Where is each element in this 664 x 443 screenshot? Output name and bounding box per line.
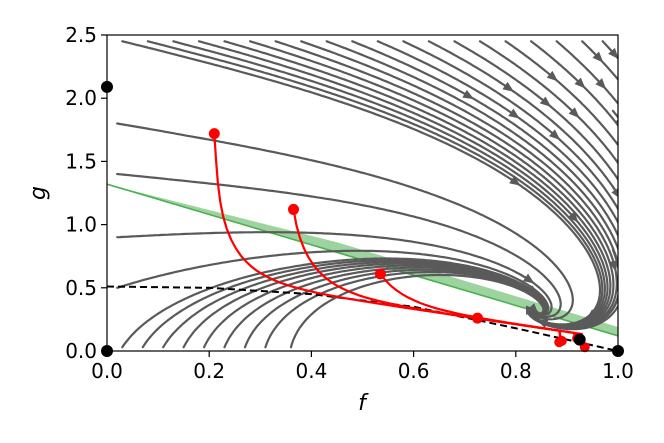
nullcline-dashed — [107, 285, 618, 351]
trajectory-start-point — [471, 312, 483, 324]
streamline-arrow — [509, 175, 521, 186]
streamline — [555, 40, 618, 106]
streamline-arrow — [522, 273, 535, 284]
streamline — [611, 109, 618, 119]
plot-frame — [106, 34, 619, 352]
fixed-point — [573, 333, 586, 346]
streamline — [376, 40, 618, 225]
streamline — [289, 273, 545, 349]
y-tick-label: 1.0 — [65, 213, 97, 237]
nullcline-layer — [107, 285, 618, 351]
streamline — [478, 40, 618, 165]
y-tick-label: 2.0 — [65, 86, 97, 110]
streamline — [581, 40, 618, 82]
streamline — [504, 40, 618, 147]
streamline-arrow — [568, 107, 580, 119]
streamline-arrow — [502, 81, 515, 92]
trajectory-start-point — [208, 128, 220, 140]
streamline-arrow — [574, 77, 586, 89]
y-tick-label: 0.0 — [65, 339, 97, 363]
streamline-arrow — [592, 51, 604, 63]
trajectory-start-point — [288, 203, 300, 215]
streamline-arrow — [539, 96, 552, 107]
y-axis-label: g — [26, 186, 51, 200]
streamline-arrow — [508, 108, 520, 119]
streamline-arrow — [548, 129, 561, 141]
y-tick-label: 2.5 — [65, 23, 97, 47]
x-tick-label: 0.4 — [295, 359, 327, 383]
x-axis-label: f — [358, 391, 369, 416]
x-tick-label: 0.8 — [500, 359, 532, 383]
streamline — [427, 40, 618, 197]
streamline — [351, 40, 618, 239]
x-tick-label: 1.0 — [602, 359, 634, 383]
streamline-arrow — [595, 78, 607, 90]
x-tick-label: 0.0 — [91, 359, 123, 383]
trajectory-end-point — [556, 335, 567, 346]
y-tick-label: 1.5 — [65, 149, 97, 173]
streamlines-layer — [116, 40, 618, 349]
streamline-arrow — [608, 260, 618, 272]
streamline-arrow — [546, 70, 558, 82]
streamline-arrow — [529, 307, 541, 320]
trajectory-layer — [213, 133, 586, 348]
streamline-arrow — [608, 47, 618, 60]
x-tick-label: 0.6 — [398, 359, 430, 383]
ticks-layer: 0.0 0.2 0.4 0.6 0.8 1.0 0.0 0.5 1.0 1.5 2.0 2.5 — [65, 23, 634, 383]
streamline-arrow — [462, 89, 475, 100]
streamline-arrow — [567, 211, 579, 223]
streamline — [402, 40, 618, 212]
y-tick-label: 0.5 — [65, 276, 97, 300]
trajectory-line — [477, 317, 579, 340]
trajectory-start-point — [374, 268, 386, 280]
streamline-arrow — [611, 187, 618, 200]
x-tick-label: 0.2 — [193, 359, 225, 383]
